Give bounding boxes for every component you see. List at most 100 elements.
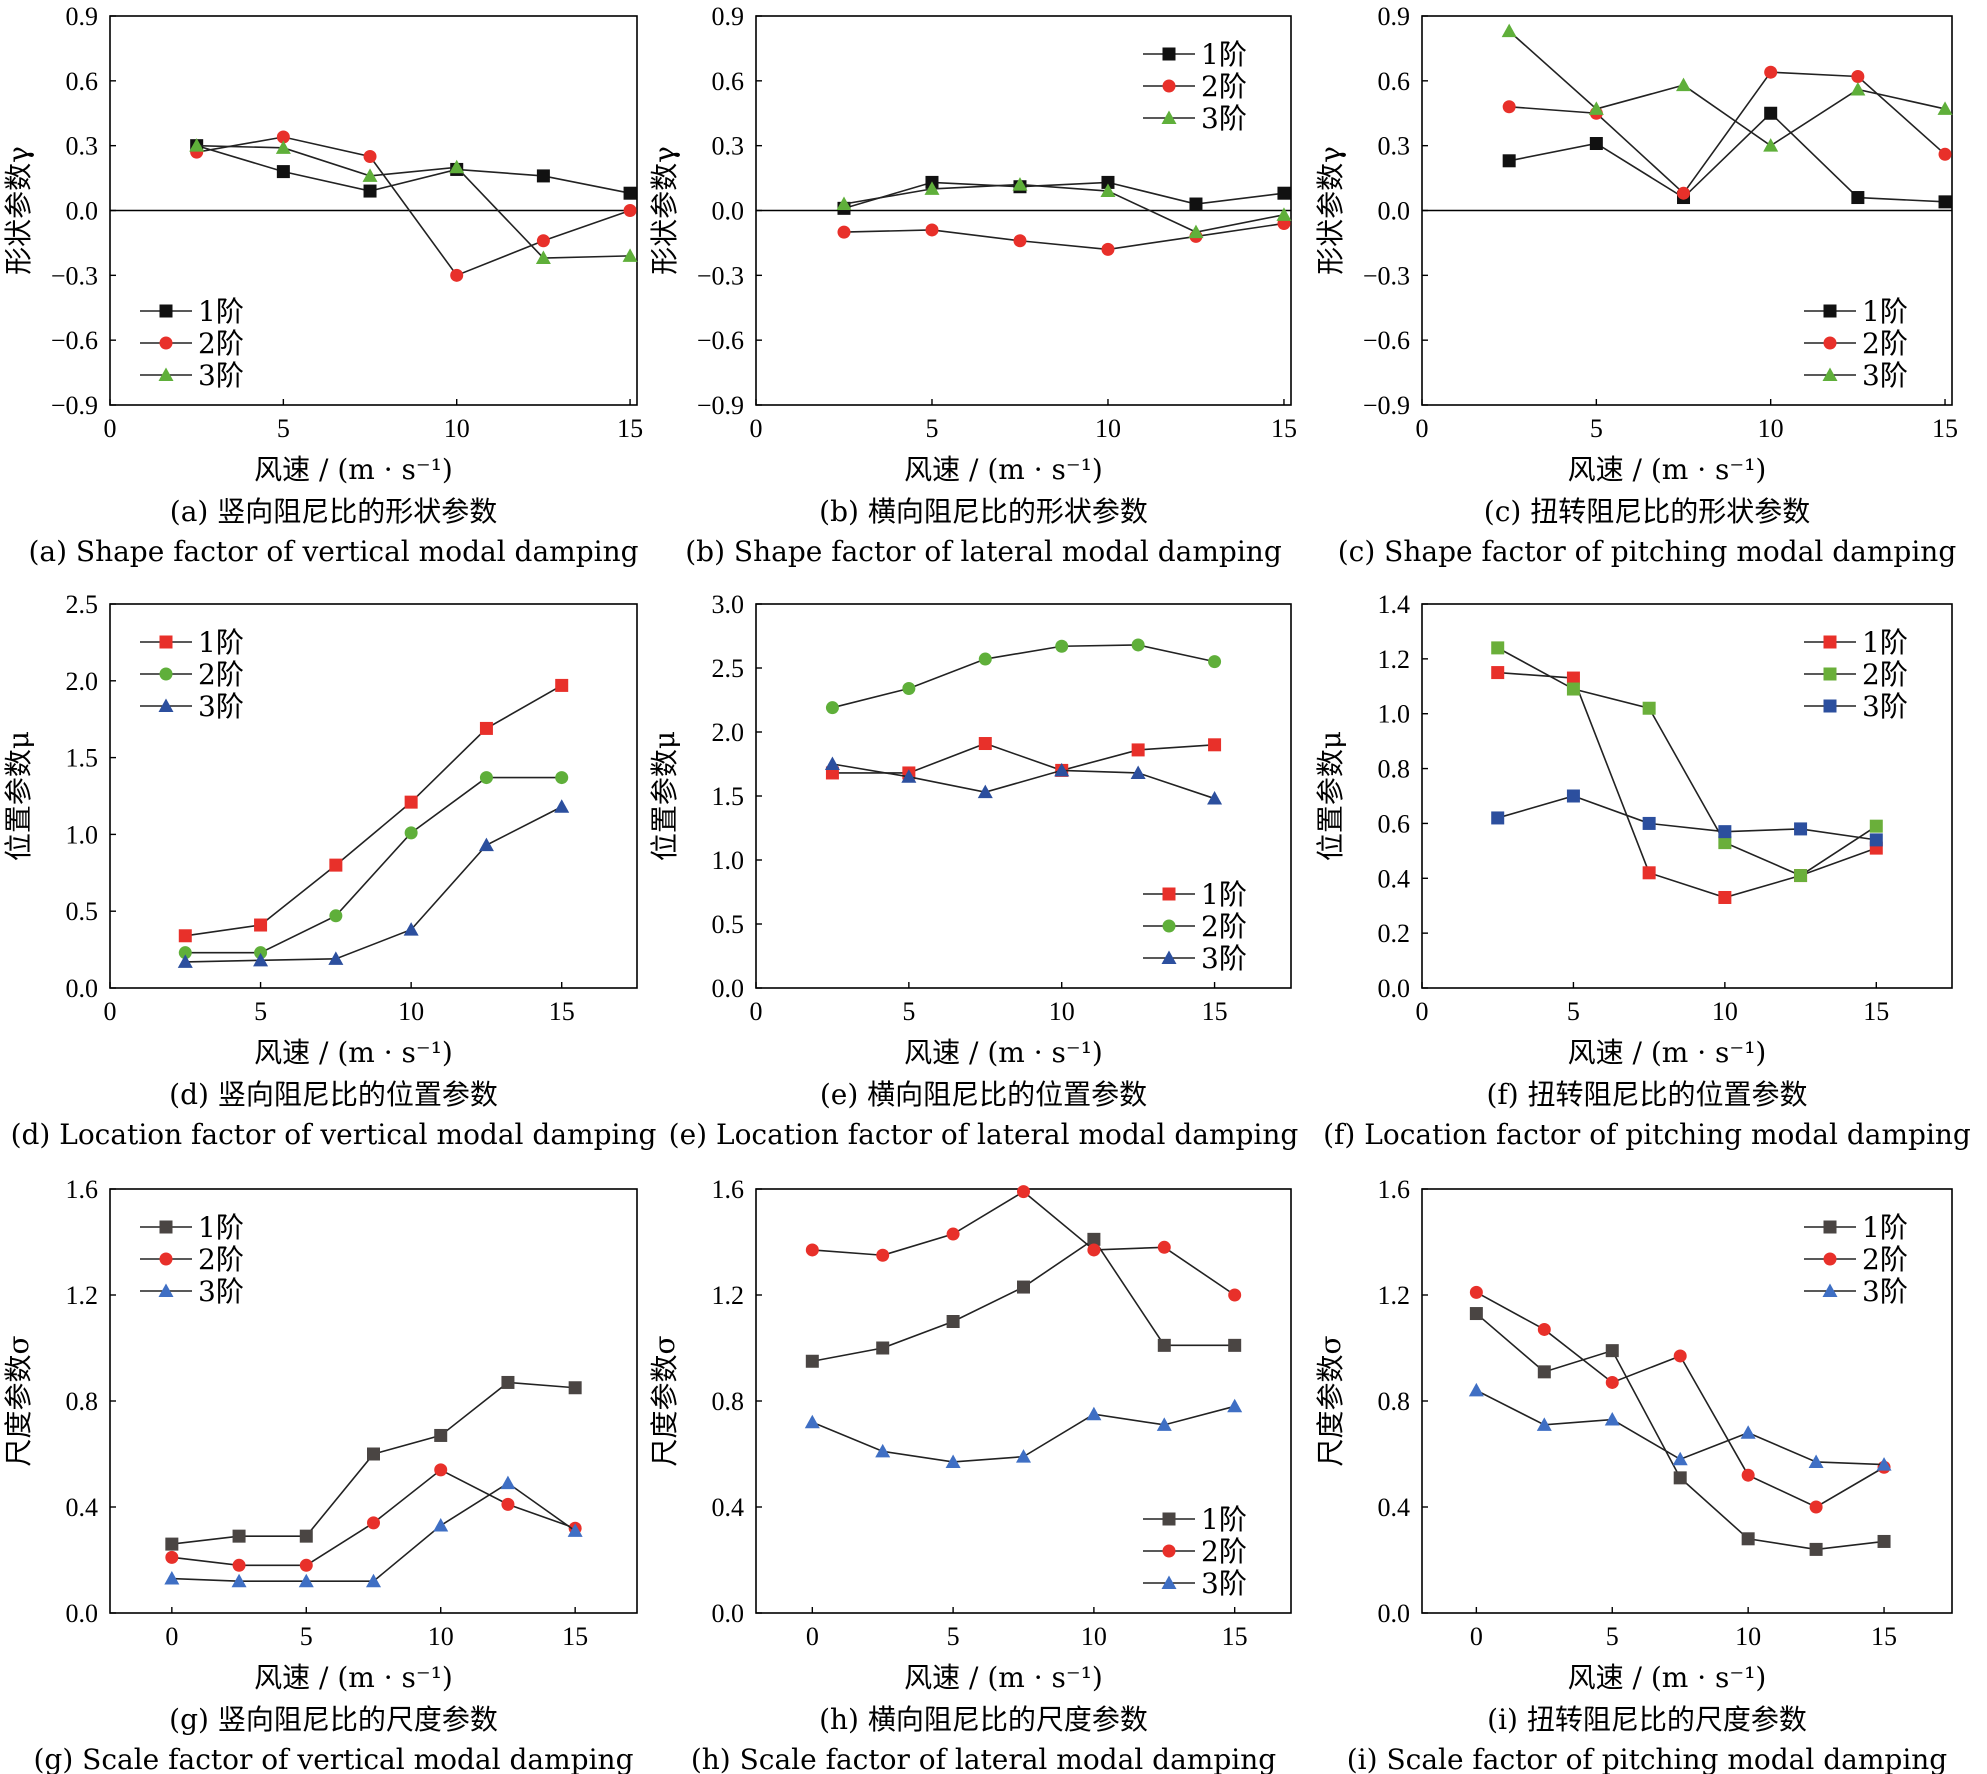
legend-marker bbox=[1162, 919, 1176, 933]
legend-label: 2阶 bbox=[198, 327, 244, 360]
y-tick-label: −0.3 bbox=[697, 261, 744, 290]
data-point bbox=[1277, 186, 1291, 200]
data-point bbox=[1718, 825, 1732, 839]
data-point bbox=[1188, 224, 1204, 239]
data-point bbox=[567, 1523, 583, 1537]
y-tick-label: 0.5 bbox=[712, 910, 745, 939]
y-tick-label: 1.2 bbox=[66, 1281, 99, 1310]
data-point bbox=[449, 159, 465, 174]
legend-label: 1阶 bbox=[198, 626, 244, 659]
legend-label: 3阶 bbox=[198, 690, 244, 723]
data-point bbox=[837, 225, 851, 239]
data-point bbox=[1642, 816, 1656, 830]
data-point bbox=[433, 1518, 449, 1532]
y-tick-label: −0.6 bbox=[1363, 326, 1410, 355]
series-line-3 bbox=[1508, 30, 1946, 147]
x-tick-label: 5 bbox=[925, 414, 938, 443]
caption-english: (c) Shape factor of pitching modal dampi… bbox=[1338, 535, 1957, 568]
data-point bbox=[276, 130, 290, 144]
caption-chinese: (g) 竖向阻尼比的尺度参数 bbox=[169, 1703, 498, 1736]
x-axis-label: 风速 / (m · s⁻¹) bbox=[1568, 453, 1767, 486]
data-point bbox=[978, 652, 992, 666]
data-point bbox=[404, 826, 418, 840]
x-tick-label: 10 bbox=[444, 414, 470, 443]
legend-label: 1阶 bbox=[1862, 626, 1908, 659]
series-line-2 bbox=[812, 1190, 1236, 1296]
y-tick-label: 0.8 bbox=[1378, 1387, 1411, 1416]
y-axis-label: 位置参数μ bbox=[648, 731, 681, 861]
data-point bbox=[1809, 1542, 1823, 1556]
data-point bbox=[978, 737, 992, 751]
legend-label: 2阶 bbox=[1862, 658, 1908, 691]
y-tick-label: 0.8 bbox=[712, 1387, 745, 1416]
y-tick-label: 0.9 bbox=[66, 2, 99, 31]
data-point bbox=[1808, 1454, 1824, 1468]
y-tick-label: 0.2 bbox=[1378, 919, 1411, 948]
data-point bbox=[902, 681, 916, 695]
y-tick-label: 2.5 bbox=[712, 654, 745, 683]
data-point bbox=[434, 1428, 448, 1442]
chart-panel-i: 0 5 10 15 1.6 1.2 0.8 0.4 0.0 风速 / (m · s⁻¹) 尺度参数σ… bbox=[1314, 1175, 1953, 1774]
data-point bbox=[825, 701, 839, 715]
y-tick-label: 0.3 bbox=[1378, 132, 1411, 161]
data-point bbox=[924, 181, 940, 195]
y-axis-label: 位置参数μ bbox=[2, 731, 35, 861]
y-tick-label: 0.0 bbox=[712, 197, 745, 226]
data-point bbox=[1938, 195, 1952, 209]
series-line-3 bbox=[843, 183, 1285, 233]
x-tick-label: 10 bbox=[1049, 997, 1075, 1026]
y-axis-label: 形状参数γ bbox=[648, 146, 681, 275]
legend-label: 3阶 bbox=[1201, 102, 1247, 135]
x-tick-label: 15 bbox=[549, 997, 575, 1026]
legend-label: 1阶 bbox=[1201, 38, 1247, 71]
y-axis-label: 尺度参数σ bbox=[2, 1335, 35, 1466]
data-point bbox=[276, 165, 290, 179]
x-tick-label: 10 bbox=[1712, 997, 1738, 1026]
data-point bbox=[1491, 811, 1505, 825]
data-point bbox=[366, 1573, 381, 1588]
data-point bbox=[1469, 1307, 1483, 1321]
chart-panel-e: 0 5 10 15 3.0 2.5 2.0 1.5 1.0 0.5 0.0 风速 / (m · s⁻¹… bbox=[648, 590, 1298, 1151]
legend-marker bbox=[1823, 667, 1837, 681]
caption-chinese: (d) 竖向阻尼比的位置参数 bbox=[169, 1078, 498, 1111]
y-tick-label: 0.0 bbox=[712, 1599, 745, 1628]
x-tick-label: 15 bbox=[562, 1622, 588, 1651]
data-point bbox=[1763, 138, 1779, 152]
data-point bbox=[805, 1354, 819, 1368]
data-point bbox=[1764, 65, 1778, 79]
caption-english: (d) Location factor of vertical modal da… bbox=[11, 1118, 657, 1151]
data-point bbox=[535, 250, 551, 265]
data-point bbox=[1605, 1375, 1619, 1389]
x-tick-label: 0 bbox=[806, 1622, 819, 1651]
x-axis-label: 风速 / (m · s⁻¹) bbox=[904, 1036, 1103, 1069]
caption-chinese: (c) 扭转阻尼比的形状参数 bbox=[1484, 495, 1810, 528]
data-point bbox=[1741, 1468, 1755, 1482]
data-point bbox=[925, 223, 939, 237]
y-tick-label: 0.3 bbox=[66, 132, 99, 161]
chart-panel-a: 0 5 10 15 0.9 0.6 0.3 0.0 −0.3 −0.6 −0.9 风速 / (m · … bbox=[2, 2, 643, 568]
data-point bbox=[434, 1463, 448, 1477]
y-axis-label: 形状参数γ bbox=[1314, 146, 1347, 275]
data-point bbox=[1013, 234, 1027, 248]
x-tick-label: 15 bbox=[1871, 1622, 1897, 1651]
y-tick-label: 1.5 bbox=[66, 744, 99, 773]
data-point bbox=[403, 922, 419, 936]
data-point bbox=[1588, 101, 1604, 115]
legend-marker bbox=[1162, 47, 1176, 61]
series-line-2 bbox=[832, 644, 1215, 709]
legend-marker bbox=[1162, 887, 1176, 901]
series-line-2 bbox=[1497, 647, 1877, 877]
plot-frame bbox=[1421, 603, 1953, 989]
y-tick-label: 0.0 bbox=[66, 197, 99, 226]
data-point bbox=[1740, 1425, 1756, 1439]
legend-marker bbox=[159, 336, 173, 350]
y-tick-label: 2.5 bbox=[66, 590, 99, 619]
caption-english: (i) Scale factor of pitching modal dampi… bbox=[1347, 1743, 1948, 1774]
data-point bbox=[875, 1443, 891, 1458]
data-point bbox=[1566, 671, 1580, 685]
